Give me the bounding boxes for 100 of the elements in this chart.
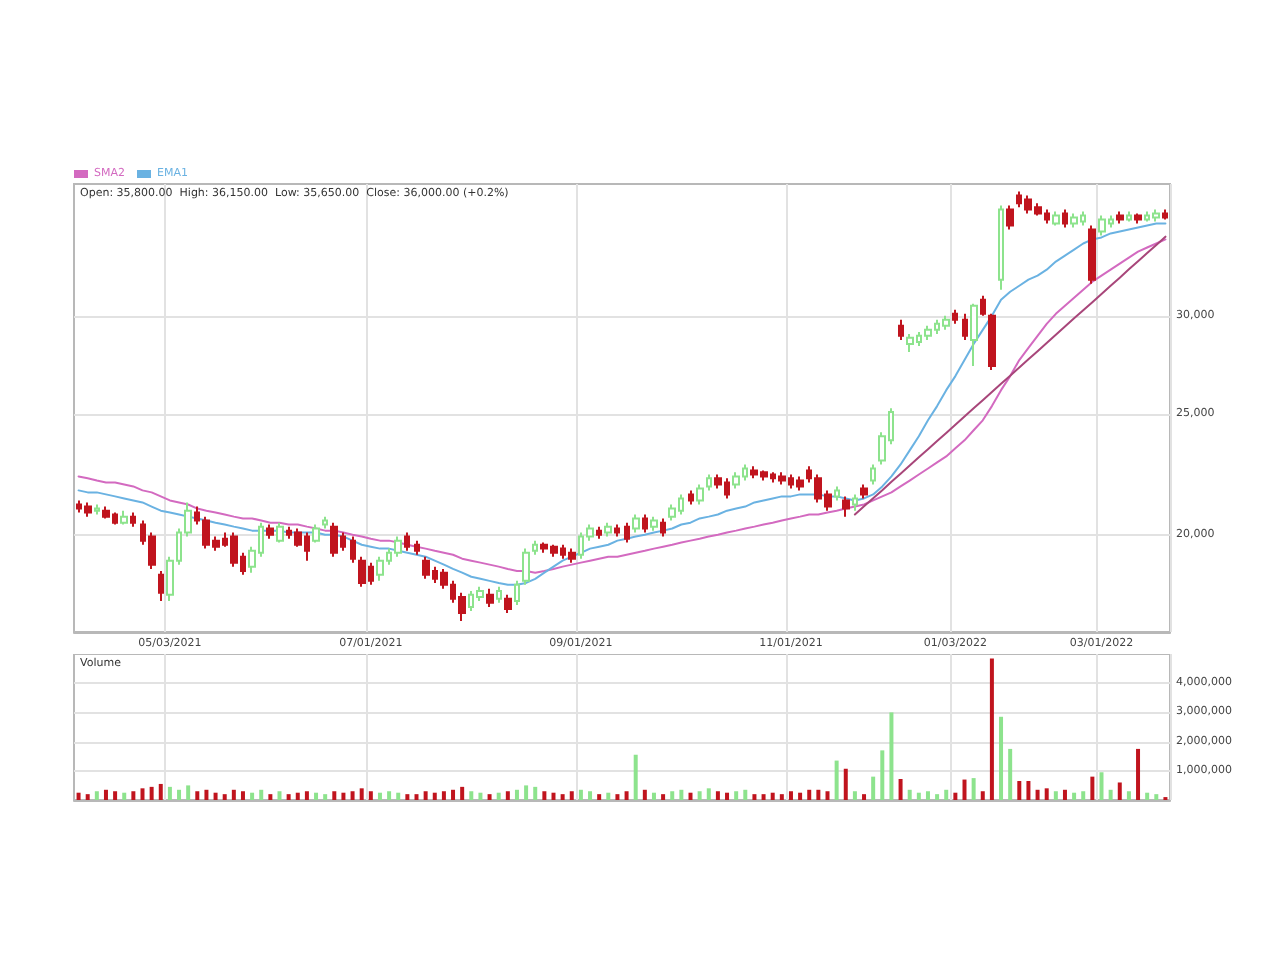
bar: [825, 791, 830, 800]
candlestick: [102, 505, 110, 520]
candlestick: [632, 513, 640, 534]
candlestick: [404, 531, 410, 552]
bar: [103, 789, 108, 800]
bar: [396, 792, 401, 800]
candlestick: [614, 523, 620, 538]
bar: [514, 789, 519, 800]
bar: [925, 791, 930, 800]
candlestick: [532, 539, 538, 556]
bar: [469, 791, 474, 800]
bar: [314, 792, 319, 800]
candlestick: [778, 471, 786, 486]
candlestick: [84, 501, 92, 518]
bar: [505, 791, 510, 800]
candlestick: [504, 593, 512, 614]
bar: [1081, 791, 1086, 800]
bar: [405, 794, 410, 800]
candlestick: [276, 521, 284, 544]
bar: [250, 792, 255, 800]
candlestick: [860, 483, 868, 500]
bar: [907, 789, 912, 800]
candlestick: [422, 555, 430, 580]
bar: [533, 786, 538, 800]
candlestick: [376, 555, 384, 582]
bar: [195, 791, 200, 800]
bar: [1108, 789, 1113, 800]
candlestick: [120, 509, 128, 526]
bar: [642, 789, 647, 800]
bar: [414, 794, 419, 800]
bar: [715, 791, 720, 800]
candlestick: [322, 515, 328, 530]
bar: [524, 785, 529, 800]
bar: [798, 792, 803, 800]
candlestick: [94, 503, 100, 516]
bar: [725, 792, 730, 800]
candlestick: [1134, 212, 1142, 225]
bar: [1126, 791, 1131, 800]
bar: [807, 789, 812, 800]
candlestick: [706, 473, 712, 492]
candlestick: [660, 517, 666, 538]
candlestick: [642, 513, 648, 534]
line-series: [853, 235, 1167, 516]
bar: [706, 788, 711, 800]
bar: [1026, 781, 1031, 800]
bar: [113, 791, 118, 800]
candlestick: [266, 523, 274, 540]
bar: [1117, 782, 1122, 800]
bar: [971, 778, 976, 800]
candlestick: [1070, 212, 1078, 229]
bar: [688, 792, 693, 800]
candlestick: [130, 511, 136, 528]
bar: [186, 785, 191, 800]
bar: [423, 791, 428, 800]
bar: [679, 789, 684, 800]
bar: [816, 789, 821, 800]
bar: [496, 792, 501, 800]
candlestick: [1162, 208, 1168, 221]
bar: [1072, 792, 1077, 800]
bar: [615, 794, 620, 800]
bar: [1062, 789, 1067, 800]
candlestick: [650, 515, 658, 532]
bar: [240, 791, 245, 800]
bar: [158, 783, 163, 800]
bar: [962, 779, 967, 800]
bar: [651, 792, 656, 800]
candlestick: [942, 314, 950, 331]
bar: [432, 792, 437, 800]
bar: [222, 794, 227, 800]
bar: [460, 786, 465, 800]
candlestick: [924, 324, 932, 341]
bar: [131, 791, 136, 800]
candlestick: [496, 585, 502, 604]
candlestick: [414, 539, 420, 556]
candlestick: [988, 312, 996, 372]
candlestick: [898, 318, 904, 341]
bar: [350, 791, 355, 800]
bar: [935, 794, 940, 800]
candlestick: [688, 489, 694, 506]
bar: [231, 789, 236, 800]
bar: [779, 794, 784, 800]
bar: [286, 794, 291, 800]
bar: [167, 786, 172, 800]
bar: [177, 789, 182, 800]
candlestick: [1052, 210, 1060, 227]
bar: [761, 794, 766, 800]
bar: [953, 792, 958, 800]
candlestick: [1126, 210, 1132, 223]
bar: [843, 768, 848, 800]
bar: [743, 789, 748, 800]
candlestick: [714, 473, 722, 490]
bar: [478, 792, 483, 800]
candlestick: [998, 204, 1004, 291]
bar: [898, 778, 903, 800]
bar: [916, 792, 921, 800]
bar: [551, 792, 556, 800]
candlestick: [696, 483, 704, 506]
candlestick: [394, 535, 402, 558]
bar: [76, 792, 81, 800]
candlestick: [596, 525, 602, 540]
